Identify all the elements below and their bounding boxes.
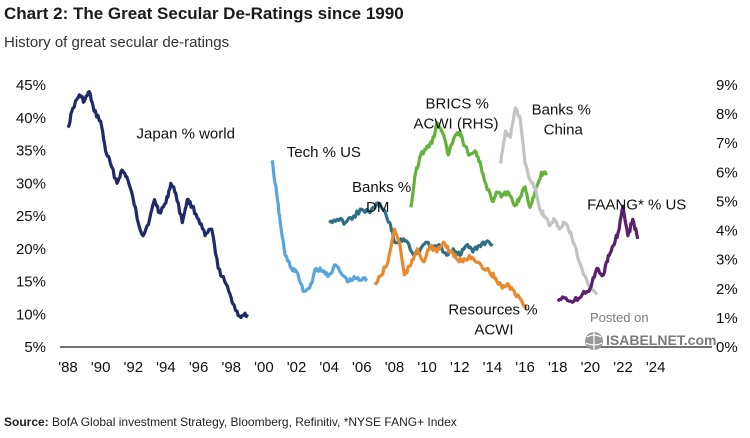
x-axis: '88 '90 '92 '94 '96 '98 '00 '02 '04 '06 '08 '10 '12 '…	[58, 359, 665, 376]
watermark-line2: ISABELNET.com	[606, 332, 716, 348]
y-right-tick-label: 4%	[716, 223, 738, 240]
y-right-tick-label: 8%	[716, 106, 738, 123]
series-line-banks_dm	[328, 201, 494, 257]
y-right-tick-label: 7%	[716, 135, 738, 152]
x-tick-label: '02	[287, 359, 307, 376]
y-right-tick-label: 2%	[716, 281, 738, 298]
x-tick-label: '08	[385, 359, 405, 376]
x-tick-label: '06	[352, 359, 372, 376]
series-layer	[66, 90, 640, 320]
series-label-brics-line2: ACWI (RHS)	[414, 115, 499, 132]
y-axis-right: 0% 1% 2% 3% 4% 5% 6% 7% 8% 9%	[716, 77, 738, 356]
x-tick-label: '96	[189, 359, 209, 376]
y-right-tick-label: 9%	[716, 77, 738, 94]
series-label-brics: BRICS %	[426, 95, 489, 112]
y-left-tick-label: 15%	[16, 274, 46, 291]
x-tick-label: '24	[646, 359, 666, 376]
x-tick-label: '12	[450, 359, 470, 376]
series-label-faang: FAANG* % US	[587, 196, 686, 213]
series-label-banks-china: Banks %	[532, 101, 591, 118]
y-left-tick-label: 5%	[24, 339, 46, 356]
watermark: Posted on ISABELNET.com	[585, 310, 716, 350]
source-label: Source:	[4, 415, 49, 429]
series-line-brics	[409, 121, 548, 209]
x-tick-label: '90	[91, 359, 111, 376]
x-tick-label: '20	[581, 359, 601, 376]
y-right-tick-label: 3%	[716, 252, 738, 269]
series-label-banks-dm: Banks %	[352, 179, 411, 196]
y-left-tick-label: 10%	[16, 306, 46, 323]
watermark-line1: Posted on	[590, 310, 649, 325]
x-tick-label: '18	[548, 359, 568, 376]
series-label-banks-dm-line2: DM	[366, 199, 389, 216]
x-tick-label: '10	[417, 359, 437, 376]
source-note: Source: BofA Global investment Strategy,…	[4, 415, 457, 429]
x-tick-label: '16	[515, 359, 535, 376]
x-tick-label: '88	[58, 359, 78, 376]
series-label-resources: Resources %	[448, 301, 537, 318]
y-left-tick-label: 40%	[16, 110, 46, 127]
x-tick-label: '04	[319, 359, 339, 376]
series-label-tech: Tech % US	[287, 144, 361, 161]
y-right-tick-label: 0%	[716, 339, 738, 356]
series-label-banks-china-line2: China	[544, 121, 584, 138]
series-labels: Japan % world Tech % US Banks % DM Resources…	[137, 95, 687, 338]
series-label-resources-line2: ACWI	[474, 321, 513, 338]
y-left-tick-label: 30%	[16, 175, 46, 192]
x-tick-label: '22	[613, 359, 633, 376]
y-axis-left: 5% 10% 15% 20% 25% 30% 35% 40% 45%	[16, 77, 46, 356]
x-tick-label: '94	[156, 359, 176, 376]
y-right-tick-label: 6%	[716, 164, 738, 181]
x-tick-label: '14	[483, 359, 503, 376]
x-tick-label: '92	[124, 359, 144, 376]
y-right-tick-label: 1%	[716, 310, 738, 327]
y-left-tick-label: 25%	[16, 208, 46, 225]
y-left-tick-label: 45%	[16, 77, 46, 94]
chart-subtitle: History of great secular de-ratings	[4, 34, 230, 51]
series-line-resources	[373, 227, 528, 311]
y-right-tick-label: 5%	[716, 193, 738, 210]
series-label-japan: Japan % world	[137, 126, 235, 143]
globe-icon	[585, 332, 603, 350]
x-tick-label: '98	[221, 359, 241, 376]
source-text: BofA Global investment Strategy, Bloombe…	[48, 415, 457, 429]
y-left-tick-label: 35%	[16, 143, 46, 160]
series-line-faang	[556, 204, 640, 304]
y-left-tick-label: 20%	[16, 241, 46, 258]
chart-title: Chart 2: The Great Secular De-Ratings si…	[4, 4, 404, 23]
x-tick-label: '00	[254, 359, 274, 376]
